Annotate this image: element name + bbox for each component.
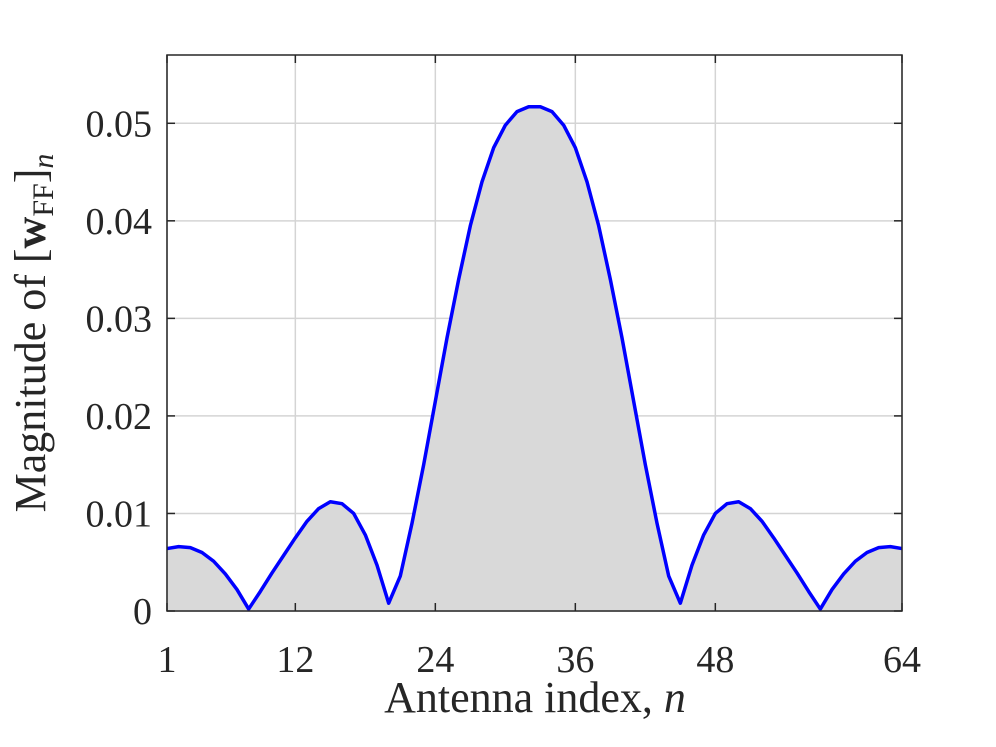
area: [167, 106, 902, 611]
x-tick-label: 24: [416, 639, 454, 681]
y-tick-label: 0.05: [86, 103, 153, 145]
y-label-index: n: [27, 154, 60, 169]
x-tick-label: 12: [276, 639, 314, 681]
x-tick-label: 1: [158, 639, 177, 681]
axes-box: [166, 54, 903, 612]
y-label-vector: w: [6, 216, 55, 248]
x-tick-label: 36: [556, 639, 594, 681]
y-axis-label: Magnitude of [wFF]n: [6, 154, 60, 513]
y-label-bracket: ]: [6, 169, 55, 184]
y-tick-label: 0.02: [86, 396, 153, 438]
line: [166, 104, 903, 611]
y-tick-label: 0.04: [86, 201, 153, 243]
y-label-text: Magnitude of [: [6, 248, 55, 512]
x-label-var: n: [664, 673, 686, 722]
x-label-text: Antenna index,: [384, 673, 653, 722]
x-tick-label: 64: [883, 639, 921, 681]
x-axis-label: Antenna index, n: [384, 673, 686, 722]
x-tick-label: 48: [696, 639, 734, 681]
plot-area: 1 12 24 36 48 64 0 0.01 0.02 0.03 0.04 0.05: [86, 54, 921, 681]
y-tick-label: 0: [133, 591, 152, 633]
y-label-subscript: FF: [27, 183, 60, 216]
y-tick-label: 0.03: [86, 298, 153, 340]
y-tick-label: 0.01: [86, 493, 153, 535]
